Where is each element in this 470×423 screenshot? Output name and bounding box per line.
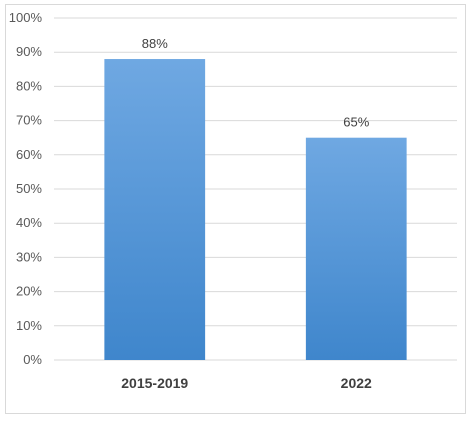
y-tick-label: 30% — [16, 249, 42, 264]
x-tick-label: 2015-2019 — [121, 375, 188, 391]
y-tick-label: 20% — [16, 284, 42, 299]
x-axis-ticks: 2015-2019 2022 — [121, 375, 372, 391]
data-labels: 88% 65% — [142, 36, 370, 130]
bar-2015-2019 — [104, 59, 206, 360]
y-tick-label: 40% — [16, 215, 42, 230]
bar-2022 — [305, 137, 407, 360]
y-tick-label: 0% — [23, 352, 42, 367]
y-tick-label: 50% — [16, 181, 42, 196]
y-tick-label: 70% — [16, 113, 42, 128]
data-label: 88% — [142, 36, 168, 51]
y-tick-label: 60% — [16, 147, 42, 162]
data-label: 65% — [343, 115, 369, 130]
y-tick-label: 10% — [16, 318, 42, 333]
y-tick-label: 100% — [9, 10, 43, 25]
y-tick-label: 80% — [16, 78, 42, 93]
y-tick-label: 90% — [16, 44, 42, 59]
y-axis-ticks: 0% 10% 20% 30% 40% 50% 60% 70% 80% 90% 100% — [9, 10, 43, 367]
x-tick-label: 2022 — [341, 375, 372, 391]
bars — [104, 59, 407, 360]
